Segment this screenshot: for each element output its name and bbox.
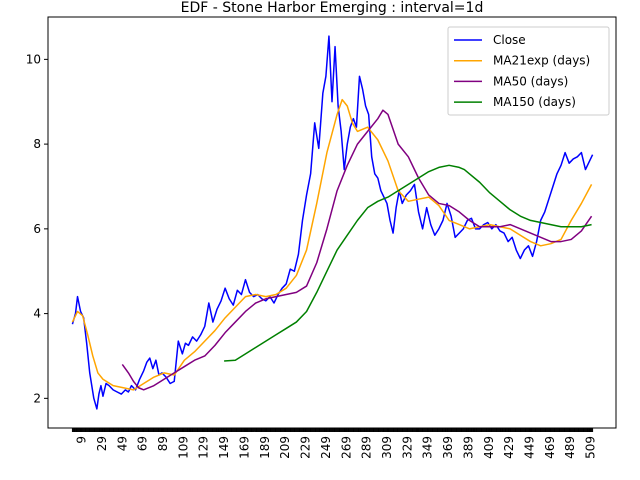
- x-tick-label: 309: [380, 436, 394, 459]
- x-tick-label: 9: [75, 436, 89, 444]
- series-line-close: [71, 35, 594, 410]
- series-line-ma150-days: [224, 164, 592, 362]
- x-tick-label: 209: [278, 436, 292, 459]
- x-tick-label: 29: [95, 436, 109, 451]
- y-axis: 2 4 6 8 10: [26, 52, 48, 405]
- x-tick-label: 489: [563, 436, 577, 459]
- y-tick-label: 10: [26, 52, 41, 66]
- plot-frame: [47, 16, 617, 429]
- y-tick-label: 4: [33, 307, 41, 321]
- x-tick-label: 289: [360, 436, 374, 459]
- x-tick-label: 269: [339, 436, 353, 459]
- x-tick-label: 249: [319, 436, 333, 459]
- legend-entry-label: MA21exp (days): [493, 54, 590, 68]
- legend: Close MA21exp (days) MA50 (days) MA150 (day…: [447, 26, 610, 116]
- y-tick-label: 6: [33, 222, 41, 236]
- legend-entry-label: MA50 (days): [493, 74, 568, 88]
- y-tick-label: 2: [33, 391, 41, 405]
- x-tick-label: 369: [441, 436, 455, 459]
- x-tick-label: 449: [522, 436, 536, 459]
- x-tick-label: 349: [421, 436, 435, 459]
- x-tick-label: 149: [217, 436, 231, 459]
- x-tick-label: 109: [176, 436, 190, 459]
- x-tick-label: 389: [461, 436, 475, 459]
- x-tick-label: 509: [584, 436, 598, 459]
- x-tick-label: 129: [197, 436, 211, 459]
- x-tick-label: 469: [543, 436, 557, 459]
- x-tick-label: 329: [400, 436, 414, 459]
- x-tick-label: 409: [482, 436, 496, 459]
- x-axis-minor-ticks: [71, 428, 594, 432]
- x-tick-label: 69: [136, 436, 150, 451]
- y-tick-label: 8: [33, 137, 41, 151]
- x-tick-label: 229: [299, 436, 313, 459]
- plot-lines: [71, 35, 594, 410]
- series-line-ma50-days: [121, 109, 593, 391]
- legend-entry-label: Close: [493, 33, 526, 47]
- x-tick-label: 169: [237, 436, 251, 459]
- legend-box: [447, 26, 610, 116]
- chart-title: EDF - Stone Harbor Emerging : interval=1…: [181, 0, 484, 16]
- x-tick-label: 189: [258, 436, 272, 459]
- x-axis: 9 29 49 69 89 109 129 149 169 189 209 229 249 269 289 3…: [71, 428, 598, 459]
- legend-entry-label: MA150 (days): [493, 95, 576, 109]
- x-tick-label: 49: [115, 436, 129, 451]
- x-tick-label: 429: [502, 436, 516, 459]
- x-tick-label: 89: [156, 436, 170, 451]
